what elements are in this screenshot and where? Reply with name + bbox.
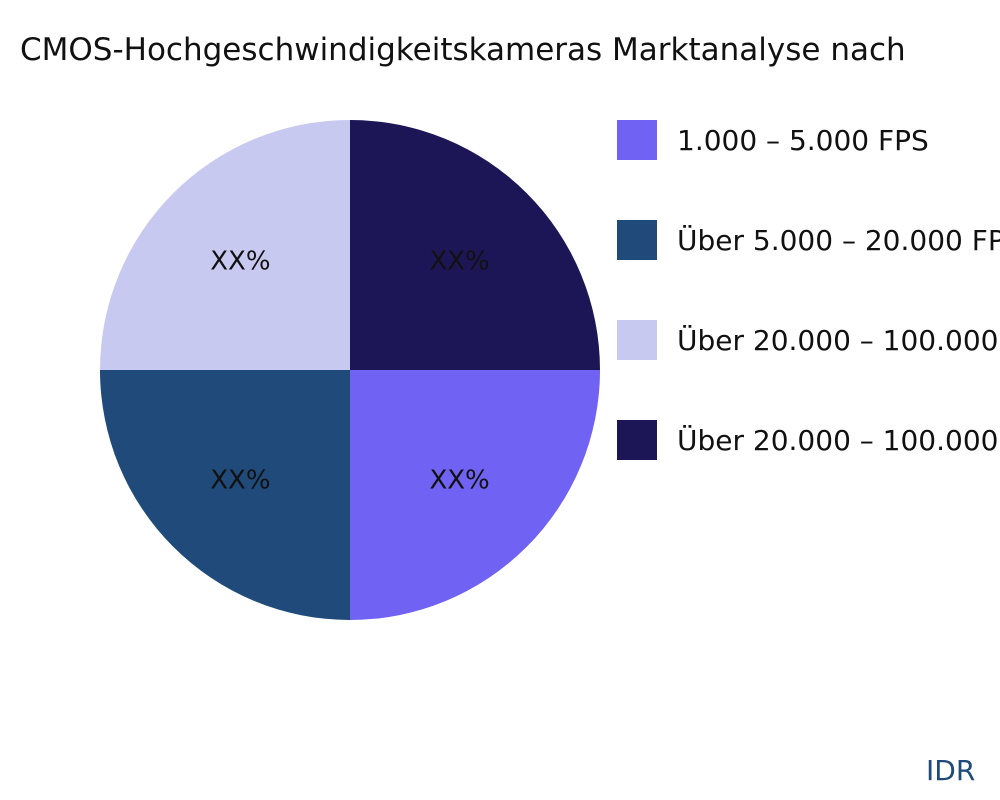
legend-swatch: [617, 420, 657, 460]
legend-swatch: [617, 320, 657, 360]
pie-slice: [350, 120, 600, 370]
legend-label: Über 20.000 – 100.000 FPS: [677, 323, 1000, 357]
chart-title: CMOS-Hochgeschwindigkeitskameras Marktan…: [20, 32, 906, 68]
legend-label: Über 20.000 – 100.000 FPS: [677, 423, 1000, 457]
slice-label: XX%: [429, 466, 489, 496]
pie-slice: [350, 370, 600, 620]
slice-label: XX%: [429, 246, 489, 276]
slice-label: XX%: [210, 246, 270, 276]
watermark-logo: IDR: [926, 754, 975, 787]
legend-label: 1.000 – 5.000 FPS: [677, 124, 929, 157]
legend-swatch: [617, 220, 657, 260]
legend-swatch: [617, 120, 657, 160]
slice-label: XX%: [210, 466, 270, 496]
pie-slice: [100, 120, 350, 370]
legend-label: Über 5.000 – 20.000 FPS: [677, 223, 1000, 257]
pie-slice: [100, 370, 350, 620]
